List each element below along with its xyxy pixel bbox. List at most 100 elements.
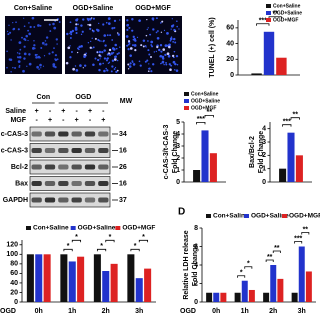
nucleus (155, 31, 158, 34)
nucleus (171, 18, 173, 20)
y-tick-label: 20 (10, 289, 18, 296)
x-tick-label: 1h (241, 308, 249, 315)
x-tick-label: 2h (269, 308, 277, 315)
band (31, 197, 42, 203)
sig-bracket (256, 23, 270, 26)
sig-bracket (290, 117, 300, 120)
nucleus (48, 23, 51, 26)
nucleus (87, 19, 90, 22)
panel-label: D (178, 207, 185, 218)
nucleus (147, 27, 149, 29)
nucleus (147, 70, 150, 73)
bar (220, 292, 227, 302)
nucleus (129, 62, 132, 65)
nucleus (94, 37, 97, 40)
nucleus (98, 22, 100, 25)
nucleus (35, 56, 38, 59)
nucleus (14, 66, 17, 69)
nucleus (58, 21, 61, 23)
sig-label: * (134, 243, 137, 250)
nucleus (126, 28, 129, 31)
y-tick-label: 0 (262, 179, 266, 186)
nucleus (111, 39, 114, 41)
sig-bracket (105, 239, 115, 243)
nucleus (111, 27, 114, 30)
nucleus (113, 58, 117, 61)
y-axis-label: Fold Change (258, 131, 265, 173)
band (84, 164, 96, 170)
bar (263, 31, 275, 76)
nucleus (51, 51, 54, 54)
nucleus (168, 63, 171, 66)
nucleus (33, 44, 36, 47)
nucleus (88, 17, 92, 21)
nucleus (168, 43, 171, 47)
nucleus (160, 50, 163, 53)
nucleus (28, 53, 31, 56)
nucleus (171, 54, 175, 58)
sig-bracket (204, 115, 214, 118)
nucleus (129, 47, 133, 50)
nucleus (9, 58, 13, 61)
blot-strip (29, 143, 111, 158)
nucleus (23, 45, 26, 48)
band (31, 148, 42, 153)
nucleus (78, 45, 81, 49)
legend-swatch (282, 214, 287, 218)
nucleus (87, 42, 90, 44)
nucleus (17, 60, 21, 63)
nucleus (103, 34, 107, 37)
bar (60, 254, 68, 302)
x-tick-label: 2h (102, 308, 110, 315)
nucleus (127, 48, 130, 51)
condition-sign: - (62, 117, 65, 124)
nucleus (39, 24, 42, 27)
sig-label: * (142, 234, 145, 241)
y-axis-label: TUNEL (+) cell (%) (209, 17, 216, 77)
nucleus (170, 36, 173, 38)
x-tick-label: 3h (135, 308, 143, 315)
sig-bracket (130, 248, 140, 252)
sig-label: ** (272, 11, 278, 18)
mw-label: 37 (119, 197, 127, 204)
nucleus (176, 20, 178, 22)
y-tick-label: 1 (176, 167, 180, 174)
nucleus (159, 55, 162, 58)
nucleus (6, 66, 8, 69)
bar (127, 254, 135, 302)
nucleus (36, 65, 39, 69)
nucleus (157, 48, 161, 52)
nucleus (86, 17, 89, 20)
condition-sign: + (48, 117, 52, 124)
nucleus (148, 53, 151, 56)
nucleus (165, 63, 168, 66)
nucleus (164, 53, 167, 57)
bar (241, 280, 248, 302)
condition-sign: + (61, 108, 65, 115)
nucleus (178, 28, 180, 30)
y-tick-label: 4 (194, 262, 198, 269)
y-tick-label: 120 (6, 242, 18, 249)
nucleus (163, 29, 166, 32)
nucleus (144, 44, 147, 47)
bar (77, 256, 85, 302)
nucleus (44, 44, 46, 46)
y-axis-label: Bax/Bcl-2 (249, 136, 256, 168)
band (44, 131, 56, 137)
nucleus (52, 63, 56, 66)
nucleus (12, 66, 14, 69)
y-tick-label: 40 (10, 280, 18, 287)
nucleus (167, 54, 171, 58)
band (84, 131, 96, 137)
condition-sign: + (35, 108, 39, 115)
nucleus (165, 61, 167, 64)
nucleus (148, 63, 150, 65)
nucleus (12, 28, 15, 31)
nucleus (75, 31, 78, 35)
bar (263, 292, 270, 302)
nucleus (116, 32, 119, 34)
y-tick-label: 20 (226, 56, 234, 63)
mw-label: 26 (119, 164, 127, 171)
nucleus (81, 30, 84, 33)
nucleus (175, 69, 179, 72)
